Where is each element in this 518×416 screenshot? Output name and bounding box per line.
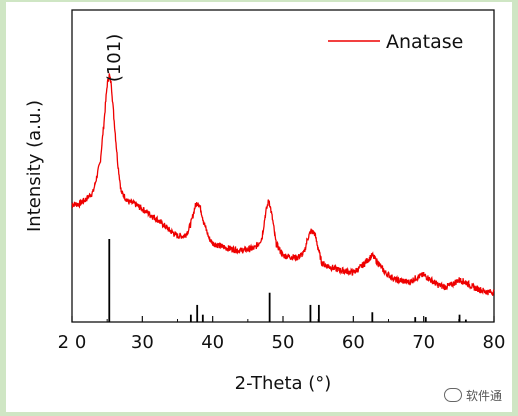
x-tick-label: 2 0 — [58, 332, 87, 353]
x-tick-label: 40 — [201, 332, 224, 353]
reference-lines — [108, 239, 467, 322]
y-axis-title: Intensity (a.u.) — [24, 100, 45, 232]
x-tick-label: 30 — [131, 332, 154, 353]
x-tick-label: 70 — [412, 332, 435, 353]
x-tick-label: 50 — [272, 332, 295, 353]
anatase-series-line — [71, 73, 495, 296]
x-axis-title: 2-Theta (°) — [235, 373, 332, 394]
legend: Anatase — [328, 31, 463, 53]
legend-label: Anatase — [386, 31, 463, 53]
x-tick-label: 80 — [483, 332, 506, 353]
watermark: 软件通 — [443, 387, 502, 404]
x-tick-label: 60 — [342, 332, 365, 353]
wechat-icon — [443, 388, 462, 402]
plot-frame — [71, 9, 495, 323]
x-ticks: 2 0 30 40 50 60 70 80 — [58, 316, 506, 353]
peak-annotation: (101) — [104, 34, 125, 82]
